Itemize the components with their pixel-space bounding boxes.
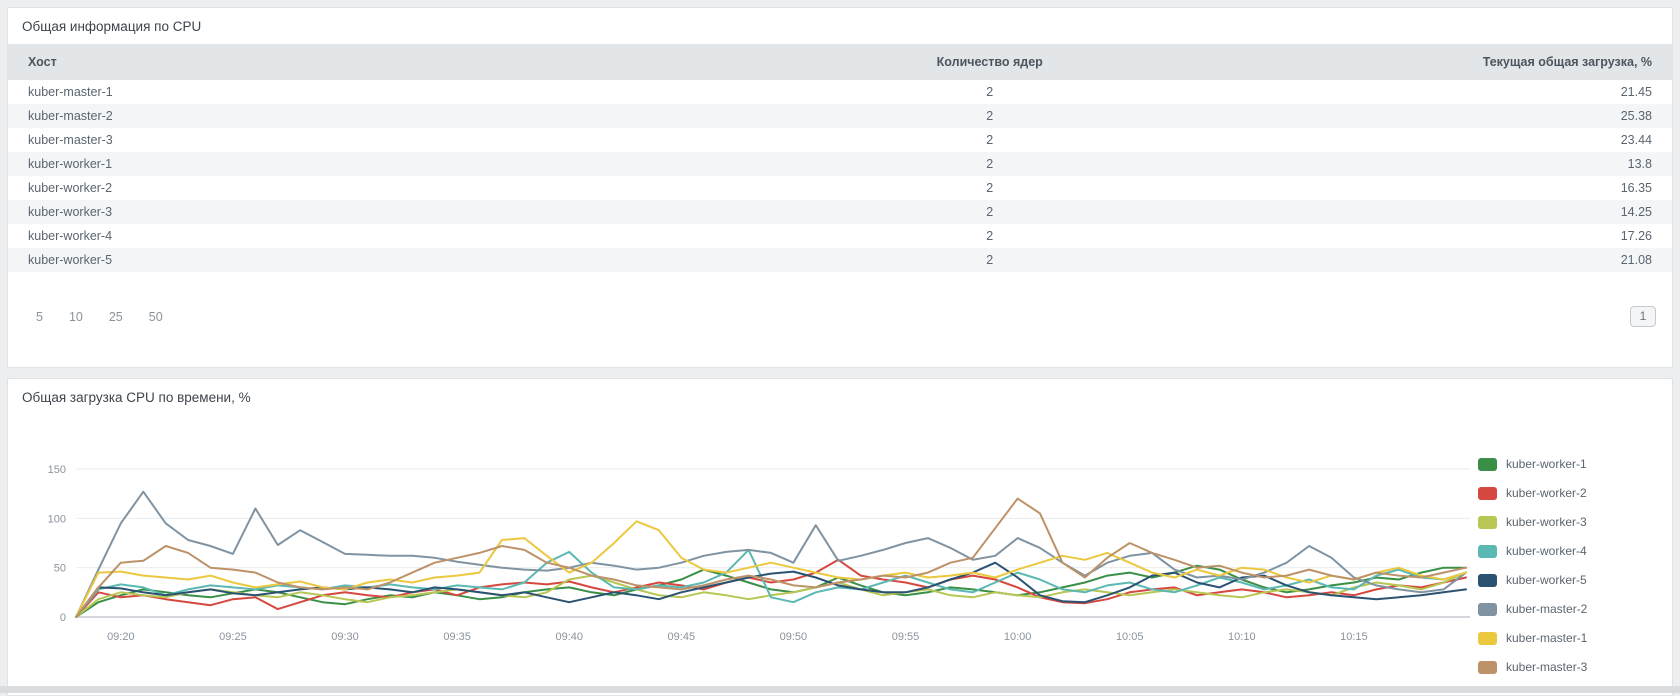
- cpu-chart-panel: Общая загрузка CPU по времени, % 0 50 100 1…: [7, 378, 1673, 696]
- table-row: kuber-worker-4 2 17.26: [8, 224, 1672, 248]
- y-tick-label: 0: [60, 612, 66, 624]
- x-tick-label: 09:40: [555, 631, 583, 643]
- table-row: kuber-worker-3 2 14.25: [8, 200, 1672, 224]
- x-tick-label: 10:00: [1004, 631, 1032, 643]
- cores-cell: 2: [986, 109, 994, 123]
- table-row: kuber-master-3 2 23.44: [8, 128, 1672, 152]
- cpu-summary-panel-title: Общая информация по CPU: [22, 19, 202, 34]
- table-footer: 5 10 25 50 1: [8, 272, 1672, 367]
- page-number-button[interactable]: 1: [1630, 306, 1656, 327]
- x-tick-label: 09:30: [331, 631, 359, 643]
- cpu-chart-panel-title: Общая загрузка CPU по времени, %: [22, 390, 251, 405]
- cores-cell: 2: [986, 205, 994, 219]
- legend-swatch: [1478, 573, 1497, 587]
- legend-label: kuber-master-1: [1506, 631, 1588, 645]
- table-row: kuber-worker-5 2 21.08: [8, 248, 1672, 272]
- window-bottom-edge: [0, 686, 1680, 693]
- legend-swatch: [1478, 660, 1497, 674]
- host-cell: kuber-master-2: [28, 109, 113, 123]
- page-size-option-5[interactable]: 5: [36, 309, 43, 324]
- x-tick-label: 09:50: [780, 631, 808, 643]
- legend-label: kuber-worker-5: [1506, 573, 1587, 587]
- column-header-cores: Количество ядер: [640, 44, 1340, 80]
- table-row: kuber-worker-1 2 13.8: [8, 152, 1672, 176]
- legend-item-kuber-worker-1[interactable]: kuber-worker-1: [1478, 457, 1656, 471]
- y-tick-label: 100: [48, 513, 66, 525]
- x-tick-label: 10:10: [1228, 631, 1256, 643]
- y-tick-label: 150: [48, 464, 66, 476]
- load-cell: 14.25: [1620, 205, 1652, 219]
- load-cell: 17.26: [1620, 229, 1652, 243]
- legend-item-kuber-worker-5[interactable]: kuber-worker-5: [1478, 573, 1656, 587]
- legend-item-kuber-worker-4[interactable]: kuber-worker-4: [1478, 544, 1656, 558]
- legend-swatch: [1478, 544, 1497, 558]
- host-cell: kuber-worker-3: [28, 205, 113, 219]
- table-row: kuber-master-2 2 25.38: [8, 104, 1672, 128]
- legend-label: kuber-worker-2: [1506, 486, 1587, 500]
- legend-item-kuber-master-3[interactable]: kuber-master-3: [1478, 660, 1656, 674]
- legend-swatch: [1478, 486, 1497, 500]
- legend-swatch: [1478, 515, 1497, 529]
- cpu-load-chart: 0 50 100 150 09:20 09:25 09:30 09:35 09:40 09:45 0…: [48, 464, 1470, 643]
- legend-label: kuber-master-3: [1506, 660, 1588, 674]
- load-cell: 21.08: [1620, 253, 1652, 267]
- page-size-option-25[interactable]: 25: [108, 309, 123, 324]
- table-body: kuber-master-1 2 21.45 kuber-master-2 2 25.38…: [8, 80, 1672, 272]
- x-tick-label: 09:45: [668, 631, 696, 643]
- legend-label: kuber-worker-1: [1506, 457, 1587, 471]
- load-cell: 25.38: [1620, 109, 1652, 123]
- load-cell: 21.45: [1620, 85, 1652, 99]
- host-cell: kuber-worker-4: [28, 229, 113, 243]
- cores-cell: 2: [986, 253, 994, 267]
- legend-label: kuber-worker-3: [1506, 515, 1587, 529]
- chart-area: 0 50 100 150 09:20 09:25 09:30 09:35 09:40 09:45 0…: [8, 415, 1672, 695]
- table-row: kuber-master-1 2 21.45: [8, 80, 1672, 104]
- chart-legend: kuber-worker-1 kuber-worker-2 kuber-worker…: [1478, 457, 1656, 689]
- page-size-option-10[interactable]: 10: [68, 309, 83, 324]
- load-cell: 23.44: [1620, 133, 1652, 147]
- cpu-summary-panel: Общая информация по CPU Хост Количество …: [7, 7, 1673, 368]
- page-size-list: 5 10 25 50: [36, 310, 163, 324]
- legend-item-kuber-master-2[interactable]: kuber-master-2: [1478, 602, 1656, 616]
- legend-swatch: [1478, 631, 1497, 645]
- series-line-kuber-master-3: [75, 497, 1467, 618]
- load-cell: 13.8: [1627, 157, 1652, 171]
- host-cell: kuber-worker-1: [28, 157, 113, 171]
- host-cell: kuber-worker-5: [28, 253, 113, 267]
- legend-swatch: [1478, 602, 1497, 616]
- x-tick-label: 09:20: [107, 631, 135, 643]
- cores-cell: 2: [986, 85, 994, 99]
- host-cell: kuber-master-3: [28, 133, 113, 147]
- legend-swatch: [1478, 457, 1497, 471]
- x-tick-label: 09:35: [443, 631, 471, 643]
- x-tick-label: 09:55: [892, 631, 920, 643]
- table-header-row: Хост Количество ядер Текущая общая загру…: [8, 44, 1672, 80]
- table-row: kuber-worker-2 2 16.35: [8, 176, 1672, 200]
- host-cell: kuber-master-1: [28, 85, 113, 99]
- series-line-kuber-worker-2: [75, 558, 1467, 618]
- cores-cell: 2: [986, 157, 994, 171]
- cores-cell: 2: [986, 133, 994, 147]
- column-header-load: Текущая общая загрузка, %: [1339, 44, 1672, 80]
- legend-item-kuber-master-1[interactable]: kuber-master-1: [1478, 631, 1656, 645]
- x-tick-label: 10:05: [1116, 631, 1144, 643]
- legend-item-kuber-worker-2[interactable]: kuber-worker-2: [1478, 486, 1656, 500]
- cores-cell: 2: [986, 229, 994, 243]
- x-tick-label: 09:25: [219, 631, 247, 643]
- column-header-host: Хост: [8, 44, 641, 80]
- y-tick-label: 50: [54, 563, 66, 575]
- cores-cell: 2: [986, 181, 994, 195]
- series-line-kuber-master-1: [75, 520, 1467, 618]
- cpu-summary-table: Хост Количество ядер Текущая общая загру…: [8, 44, 1672, 272]
- legend-label: kuber-worker-4: [1506, 544, 1587, 558]
- series-line-kuber-master-2: [75, 490, 1467, 618]
- legend-item-kuber-worker-3[interactable]: kuber-worker-3: [1478, 515, 1656, 529]
- page-size-option-50[interactable]: 50: [148, 309, 163, 324]
- load-cell: 16.35: [1620, 181, 1652, 195]
- legend-label: kuber-master-2: [1506, 602, 1588, 616]
- x-tick-label: 10:15: [1340, 631, 1368, 643]
- host-cell: kuber-worker-2: [28, 181, 113, 195]
